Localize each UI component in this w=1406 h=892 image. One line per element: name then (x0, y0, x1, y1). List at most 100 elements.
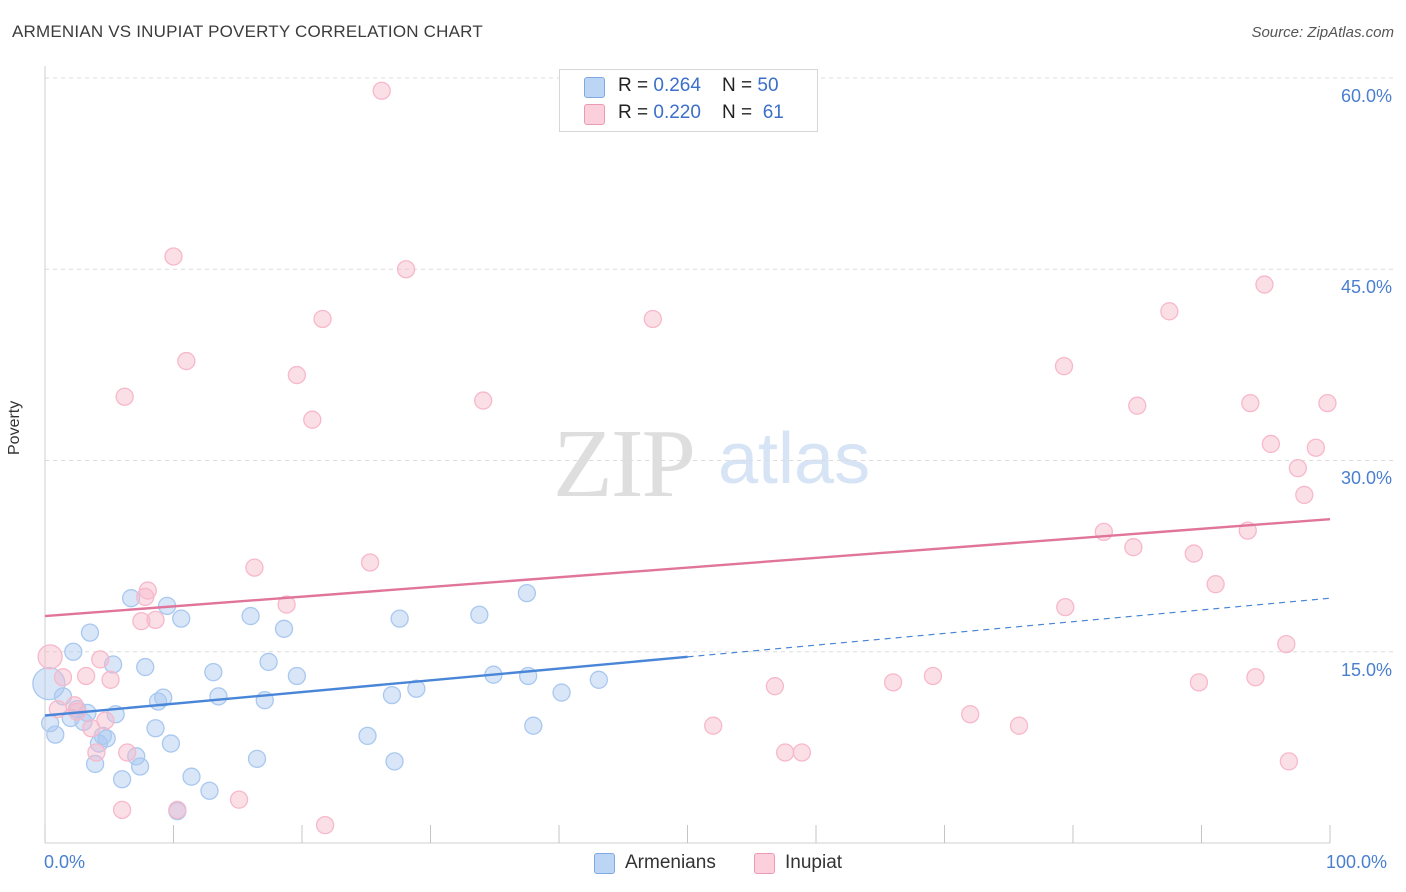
x-tick-label: 100.0% (1326, 852, 1388, 872)
inupiat-point (112, 800, 132, 819)
inupiat-point (1124, 538, 1143, 557)
armenian-point (385, 752, 404, 771)
armenian-point (136, 657, 155, 677)
armenian-point (127, 747, 146, 766)
n-value: 50 (757, 75, 779, 96)
inupiat-point (132, 612, 151, 631)
armenian-point (390, 609, 409, 628)
armenian-point (80, 623, 100, 642)
inupiat-point (229, 790, 249, 809)
inupiat-point (961, 705, 980, 724)
armenian-point (154, 688, 173, 707)
inupiat-point (245, 558, 264, 577)
bottom-legend-swatch-blue (594, 853, 615, 874)
armenian-point (32, 666, 66, 701)
armenian-point (274, 619, 294, 638)
inupiat-trend-line (44, 517, 1331, 618)
inupiat-point (372, 81, 391, 100)
inupiat-point (1246, 668, 1265, 687)
inupiat-point (177, 351, 196, 371)
inupiat-point (96, 711, 115, 730)
inupiat-point (53, 668, 73, 687)
inupiat-point (474, 391, 493, 410)
n-label: N = (722, 75, 758, 96)
bottom-legend-swatch-pink (754, 853, 775, 874)
inupiat-point (1279, 752, 1299, 771)
y-tick-label: 45.0% (1340, 277, 1392, 297)
armenian-point (259, 652, 278, 672)
inupiat-point (146, 610, 165, 630)
inupiat-point (1128, 396, 1147, 415)
armenian-point (382, 685, 402, 705)
armenian-point (97, 729, 116, 748)
armenian-point (64, 642, 83, 661)
bottom-legend-label: Inupiat (785, 852, 843, 873)
inupiat-point (1241, 393, 1260, 413)
inupiat-point (287, 365, 307, 385)
legend-row-inupiat: R = 0.220 N = 61 (584, 102, 784, 126)
inupiat-point (1288, 458, 1308, 478)
inupiat-point (1295, 485, 1314, 505)
inupiat-point (1277, 634, 1296, 654)
source-label: Source: ZipAtlas.com (1251, 24, 1394, 41)
y-tick-label: 30.0% (1340, 468, 1392, 488)
inupiat-point (87, 743, 106, 762)
armenian-point (247, 749, 267, 768)
legend-swatch-pink (584, 104, 605, 125)
chart-title: ARMENIAN VS INUPIAT POVERTY CORRELATION … (12, 22, 483, 41)
inupiat-point (883, 673, 903, 692)
inupiat-point (277, 595, 296, 614)
legend-swatch-blue (584, 77, 605, 98)
armenian-point (121, 589, 141, 608)
inupiat-point (704, 716, 723, 735)
armenian-point (407, 679, 426, 698)
inupiat-point (1160, 302, 1179, 321)
armenian-point (552, 683, 571, 702)
armenian-point (287, 666, 307, 686)
correlation-legend: R = 0.264 N = 50 R = 0.220 N = 61 (559, 69, 818, 132)
armenian-point (46, 725, 65, 744)
n-label: N = (722, 102, 758, 123)
inupiat-point (82, 719, 101, 738)
inupiat-point (168, 800, 187, 819)
inupiat-point (313, 309, 332, 329)
inupiat-point (101, 670, 120, 689)
inupiat-point (1306, 438, 1326, 457)
inupiat-point (164, 247, 183, 266)
armenian-trend-line (44, 655, 688, 717)
armenian-point (200, 781, 219, 800)
armenian-point (241, 606, 260, 626)
armenian-point (209, 687, 228, 706)
armenian-point (130, 757, 150, 776)
inupiat-point (1318, 393, 1337, 413)
armenian-trend-line-extension (687, 597, 1331, 658)
armenian-point (204, 663, 223, 682)
y-axis-label: Poverty (6, 400, 23, 455)
armenian-point (161, 734, 181, 753)
inupiat-point (1054, 356, 1074, 376)
r-value: 0.264 (653, 75, 701, 96)
inupiat-point (315, 816, 335, 835)
x-tick-label: 0.0% (44, 852, 86, 872)
armenian-point (524, 716, 543, 735)
y-tick-label: 60.0% (1340, 86, 1392, 106)
inupiat-point (792, 743, 812, 762)
bottom-legend-label: Armenians (625, 852, 716, 873)
inupiat-point (776, 743, 795, 762)
y-tick-label: 15.0% (1340, 660, 1392, 680)
r-label: R = (618, 102, 654, 123)
inupiat-point (115, 387, 134, 406)
inupiat-point (1184, 544, 1203, 563)
inupiat-point (37, 644, 63, 670)
inupiat-point (765, 677, 785, 696)
inupiat-point (138, 581, 157, 600)
n-value: 61 (762, 102, 784, 123)
r-value: 0.220 (653, 102, 701, 123)
inupiat-point (1261, 434, 1281, 454)
armenian-point (146, 719, 165, 738)
inupiat-point (1255, 275, 1274, 294)
inupiat-point (118, 743, 137, 762)
armenian-point (470, 605, 489, 624)
inupiat-point (360, 553, 380, 572)
armenian-point (517, 583, 537, 603)
